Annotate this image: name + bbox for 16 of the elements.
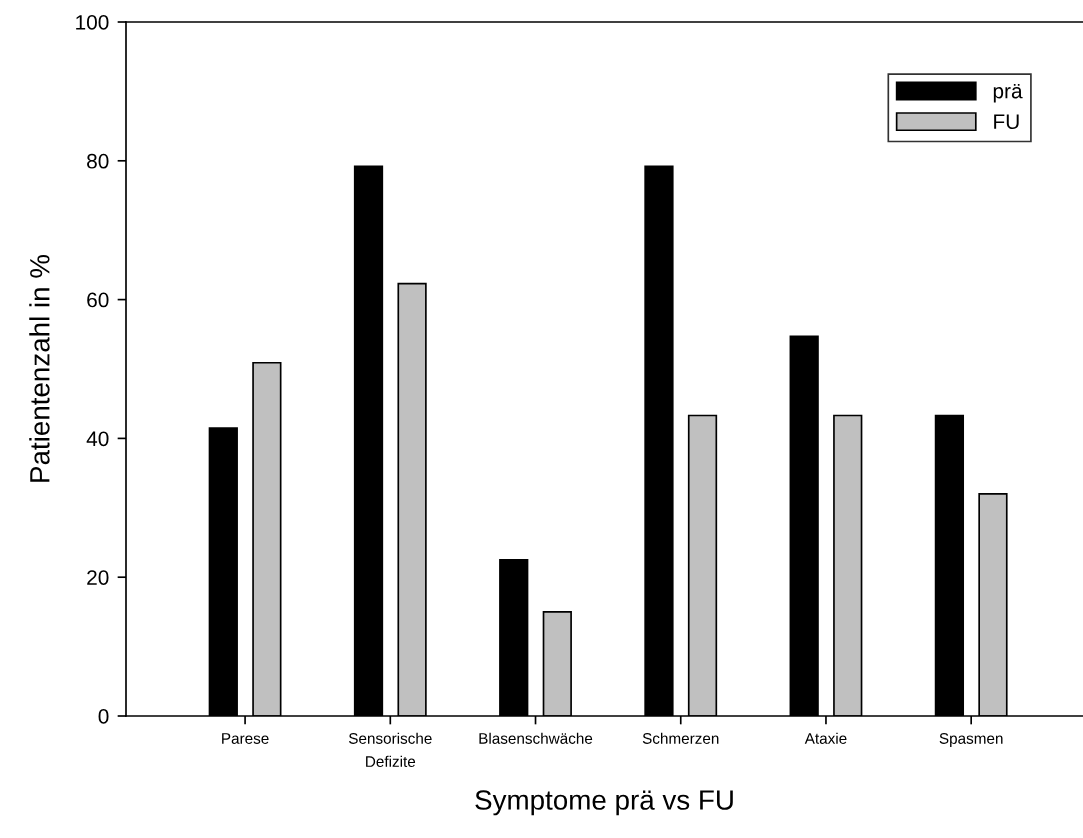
x-tick-label: Schmerzen <box>642 732 719 744</box>
x-tick-label: Sensorische Defizite <box>348 732 432 767</box>
x-tick-label: Parese <box>222 733 269 744</box>
y-tick-label: 80 <box>87 153 109 169</box>
y-tick-label: 0 <box>98 709 109 724</box>
legend-label: FU <box>994 114 1019 130</box>
y-tick-label: 60 <box>87 292 109 308</box>
legend-label: prä <box>993 83 1023 103</box>
y-tick-label: 40 <box>86 431 109 447</box>
x-tick-label: Ataxie <box>804 732 847 744</box>
x-tick-label: Spasmen <box>939 733 1003 747</box>
y-tick-label: 20 <box>87 570 109 585</box>
x-tick-label: Blasenschwäche <box>479 732 593 744</box>
x-axis-title: Symptome prä vs FU <box>475 790 733 816</box>
y-axis-title: Patientenzahl in % <box>29 254 50 482</box>
y-tick-label: 100 <box>76 15 109 30</box>
